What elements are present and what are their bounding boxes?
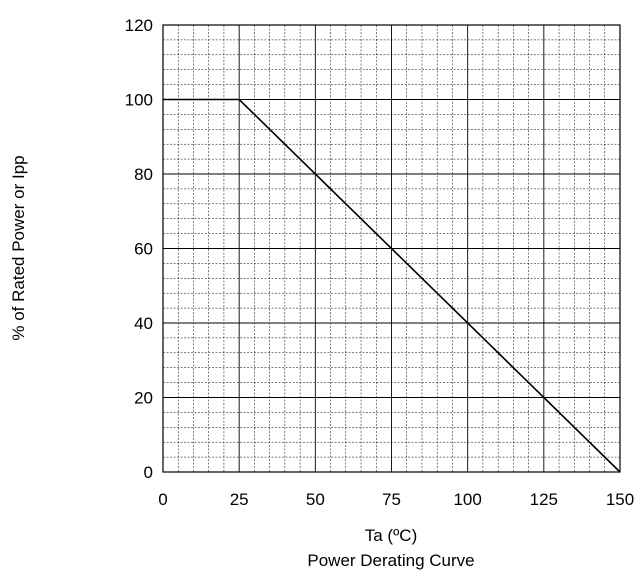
x-tick-label: 125 [530, 490, 558, 509]
chart-title: Power Derating Curve [307, 551, 474, 570]
x-axis-tick-labels: 0 25 50 75 100 125 150 [158, 490, 634, 509]
x-tick-label: 0 [158, 490, 167, 509]
series-group [163, 98, 621, 473]
x-tick-label: 150 [606, 490, 634, 509]
y-tick-label: 20 [134, 389, 153, 408]
derating-curve-line [163, 98, 621, 473]
y-tick-label: 60 [134, 240, 153, 259]
y-tick-label: 120 [125, 16, 153, 35]
y-tick-label: 0 [144, 463, 153, 482]
x-axis-title: Ta (ºC) [365, 526, 418, 545]
plot-area-frame [162, 24, 621, 473]
x-tick-label: 25 [230, 490, 249, 509]
y-axis-title: % of Rated Power or Ipp [9, 155, 28, 340]
x-tick-label: 75 [382, 490, 401, 509]
x-tick-label: 50 [306, 490, 325, 509]
y-axis-tick-labels: 0 20 40 60 80 100 120 [125, 16, 153, 482]
y-tick-label: 100 [125, 91, 153, 110]
y-tick-label: 80 [134, 165, 153, 184]
chart-grid [163, 25, 620, 472]
y-tick-label: 40 [134, 314, 153, 333]
x-tick-label: 100 [453, 490, 481, 509]
